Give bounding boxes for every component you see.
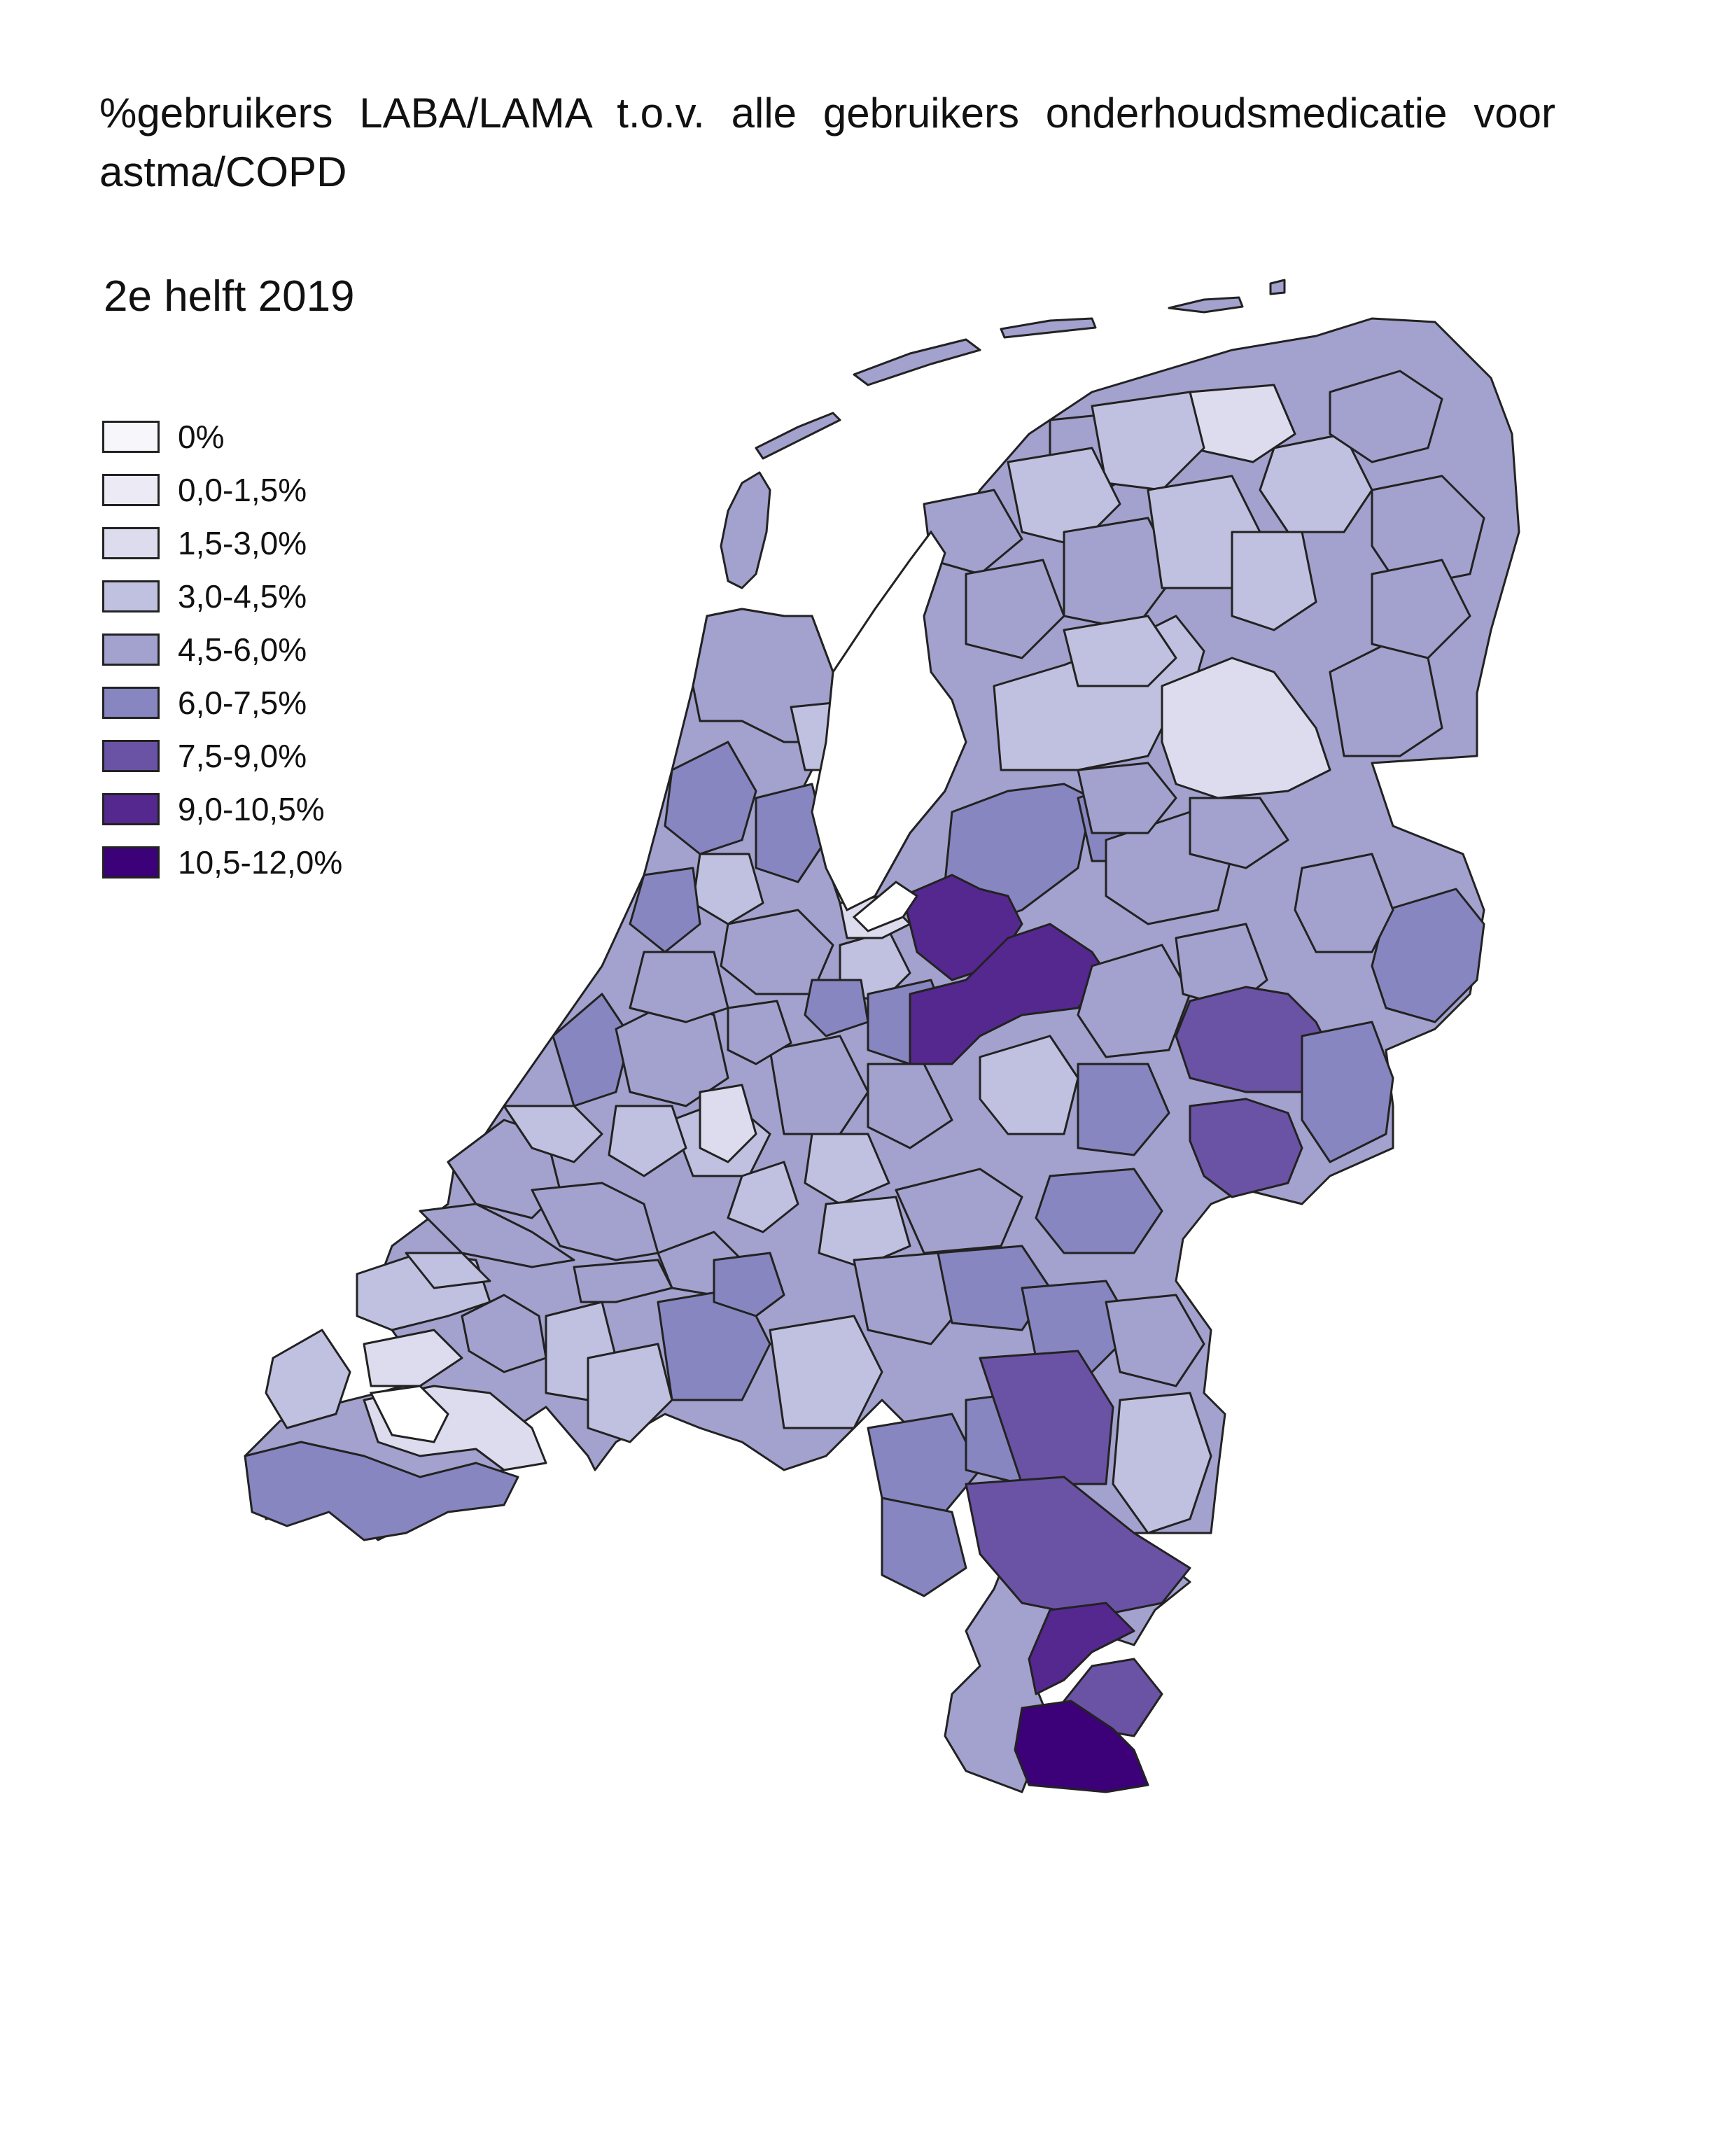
legend-swatch-4 (102, 634, 160, 666)
legend-item-3: 3,0-4,5% (102, 570, 342, 623)
region-boxmeer (1105, 1294, 1205, 1387)
island-terschelling (853, 338, 981, 386)
region-zoetermeer (608, 1105, 687, 1177)
region-heerenveen (1063, 517, 1177, 631)
legend-label-7: 9,0-10,5% (178, 791, 325, 827)
region-arnhem (1077, 1063, 1170, 1156)
island-schiermonnikoog (1168, 296, 1244, 314)
zeeland-water (369, 1385, 449, 1443)
region-ede (979, 1035, 1079, 1135)
legend-item-5: 6,0-7,5% (102, 676, 342, 729)
legend-item-4: 4,5-6,0% (102, 623, 342, 676)
legend-label-3: 3,0-4,5% (178, 578, 307, 615)
region-walcheren (265, 1329, 351, 1429)
region-sneek (965, 559, 1065, 659)
region-utrecht-west (727, 1000, 792, 1065)
legend-item-7: 9,0-10,5% (102, 783, 342, 836)
region-tiel (895, 1168, 1023, 1254)
legend-label-2: 1,5-3,0% (178, 525, 307, 561)
legend-label-0: 0% (178, 419, 225, 455)
ijsselmeer (811, 530, 967, 912)
region-tilburg (769, 1315, 883, 1429)
legend-item-6: 7,5-9,0% (102, 729, 342, 783)
region-meppel (1077, 762, 1177, 834)
region-roermond (965, 1476, 1191, 1618)
map-title: %gebruikers LABA/LAMA t.o.v. alle gebrui… (99, 90, 1555, 195)
region-zeeuws-vlaanderen (244, 1441, 519, 1541)
region-utrecht-stad (769, 1035, 869, 1135)
legend-swatch-1 (102, 474, 160, 506)
region-stellingwerf (1063, 615, 1177, 687)
region-den-haag (503, 1105, 603, 1163)
region-purmerend (755, 783, 827, 883)
region-maastricht (1014, 1700, 1149, 1793)
region-leeuwarden (1007, 447, 1121, 547)
legend-label-1: 0,0-1,5% (178, 472, 307, 508)
legend-swatch-6 (102, 740, 160, 772)
region-gorinchem (727, 1161, 799, 1233)
region-noord-beveland (363, 1329, 463, 1387)
region-eindhoven (867, 1413, 981, 1513)
map-subtitle: 2e helft 2019 (104, 272, 355, 321)
region-haarlem (629, 867, 701, 953)
legend-item-2: 1,5-3,0% (102, 517, 342, 570)
region-woerden (699, 1084, 757, 1163)
region-hoogeveen (1189, 797, 1289, 869)
region-nieuwegein (804, 1133, 890, 1205)
region-den-bosch (853, 1252, 967, 1345)
island-texel (720, 471, 771, 589)
region-enschede (1371, 888, 1485, 1023)
legend: 0% 0,0-1,5% 1,5-3,0% 3,0-4,5% 4,5-6,0% 6… (102, 410, 342, 889)
region-haarlemmermeer (629, 951, 729, 1023)
legend-label-4: 4,5-6,0% (178, 631, 307, 668)
legend-label-5: 6,0-7,5% (178, 685, 307, 721)
legend-swatch-5 (102, 687, 160, 719)
region-venlo (1112, 1392, 1212, 1534)
legend-swatch-0 (102, 421, 160, 453)
island-ameland (1000, 317, 1097, 339)
island-vlieland (755, 412, 841, 460)
region-goeree (405, 1252, 491, 1289)
region-delfzijl (1329, 370, 1443, 463)
region-hengelo (1294, 853, 1394, 953)
region-smallingerland (1231, 531, 1317, 631)
legend-item-0: 0% (102, 410, 342, 463)
region-assen (1161, 657, 1331, 799)
markermeer (852, 881, 919, 932)
region-roosendaal (587, 1343, 673, 1443)
legend-label-8: 10,5-12,0% (178, 844, 343, 881)
region-alkmaar (664, 741, 757, 855)
region-sittard (1028, 1602, 1135, 1695)
region-oldambt (1371, 475, 1485, 589)
legend-swatch-8 (102, 846, 160, 878)
region-venray (979, 1350, 1114, 1485)
region-hoeksche-waard (573, 1259, 673, 1303)
region-veendam (1371, 559, 1471, 659)
region-nijmegen (1035, 1168, 1163, 1254)
region-winterswijk (1301, 1021, 1394, 1163)
legend-item-1: 0,0-1,5% (102, 463, 342, 517)
region-apeldoorn (1077, 944, 1191, 1058)
legend-item-8: 10,5-12,0% (102, 836, 342, 889)
legend-label-6: 7,5-9,0% (178, 738, 307, 774)
region-veldhoven (881, 1497, 967, 1597)
legend-swatch-7 (102, 793, 160, 825)
region-amstelveen (804, 979, 869, 1037)
region-oosterhout (713, 1252, 785, 1317)
legend-swatch-2 (102, 527, 160, 559)
region-doetinchem (1189, 1098, 1303, 1198)
legend-swatch-3 (102, 580, 160, 612)
island-rottumeroog (1269, 279, 1286, 295)
